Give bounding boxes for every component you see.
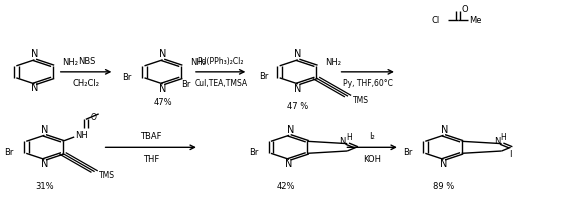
Text: TBAF: TBAF [140, 132, 162, 141]
Text: NH₂: NH₂ [190, 58, 206, 67]
Text: N: N [31, 49, 38, 59]
Text: N: N [494, 137, 500, 146]
Text: Pd(PPh₃)₂Cl₂: Pd(PPh₃)₂Cl₂ [197, 57, 244, 66]
Text: N: N [31, 83, 38, 93]
Text: NBS: NBS [78, 57, 95, 66]
Text: N: N [294, 49, 301, 59]
Text: H: H [500, 133, 506, 142]
Text: N: N [159, 49, 166, 59]
Text: N: N [294, 84, 301, 94]
Text: I: I [509, 150, 512, 159]
Text: N: N [41, 125, 48, 135]
Text: O: O [91, 113, 97, 122]
Text: NH: NH [75, 131, 88, 140]
Text: NH₂: NH₂ [325, 58, 342, 67]
Text: TMS: TMS [353, 95, 369, 105]
Text: N: N [339, 137, 346, 146]
Text: 89 %: 89 % [433, 182, 454, 191]
Text: Cl: Cl [432, 16, 440, 25]
Text: N: N [441, 125, 449, 135]
Text: NH₂: NH₂ [62, 58, 78, 67]
Text: I₂: I₂ [370, 132, 376, 141]
Text: N: N [41, 159, 48, 169]
Text: H: H [346, 133, 352, 142]
Text: 42%: 42% [277, 182, 296, 191]
Text: 31%: 31% [35, 182, 54, 191]
Text: TMS: TMS [99, 171, 116, 180]
Text: 47 %: 47 % [287, 102, 308, 111]
Text: 47%: 47% [154, 97, 172, 107]
Text: N: N [287, 125, 294, 135]
Text: Me: Me [469, 16, 481, 25]
Text: N: N [440, 159, 447, 169]
Text: N: N [159, 84, 166, 94]
Text: N: N [286, 159, 293, 169]
Text: Py, THF,60°C: Py, THF,60°C [343, 79, 392, 88]
Text: CuI,TEA,TMSA: CuI,TEA,TMSA [194, 79, 248, 88]
Text: Br: Br [249, 148, 258, 157]
Text: THF: THF [143, 155, 159, 164]
Text: Br: Br [403, 148, 412, 157]
Text: O: O [462, 5, 468, 14]
Text: KOH: KOH [363, 155, 381, 164]
Text: Br: Br [4, 148, 13, 157]
Text: Br: Br [259, 72, 268, 81]
Text: CH₂Cl₂: CH₂Cl₂ [73, 79, 100, 88]
Text: Br: Br [122, 73, 132, 82]
Text: Br: Br [181, 80, 190, 89]
